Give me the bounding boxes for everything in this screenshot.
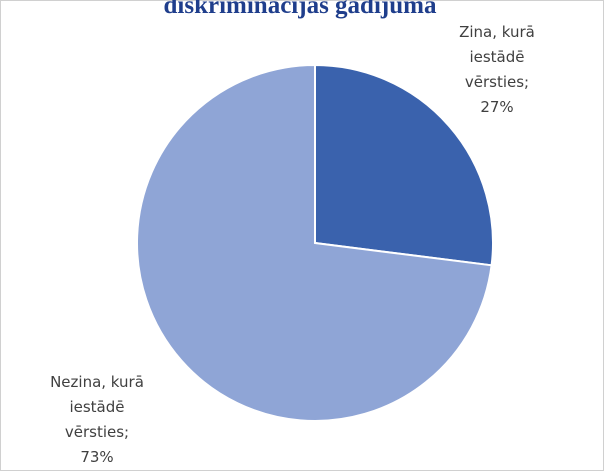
data-label: Zina, kurā iestādē vērsties; 27% bbox=[444, 20, 550, 120]
value-label: 73% bbox=[80, 448, 114, 466]
category-label: Nezina, kurā iestādē vērsties; bbox=[50, 373, 144, 441]
pie-slice bbox=[136, 63, 493, 422]
chart-title: diskriminācijas gadījumā bbox=[164, 0, 437, 19]
value-label: 27% bbox=[480, 98, 514, 116]
data-label: Nezina, kurā iestādē vērsties; 73% bbox=[44, 370, 150, 470]
pie-slice bbox=[314, 63, 494, 267]
category-label: Zina, kurā iestādē vērsties; bbox=[459, 23, 535, 91]
